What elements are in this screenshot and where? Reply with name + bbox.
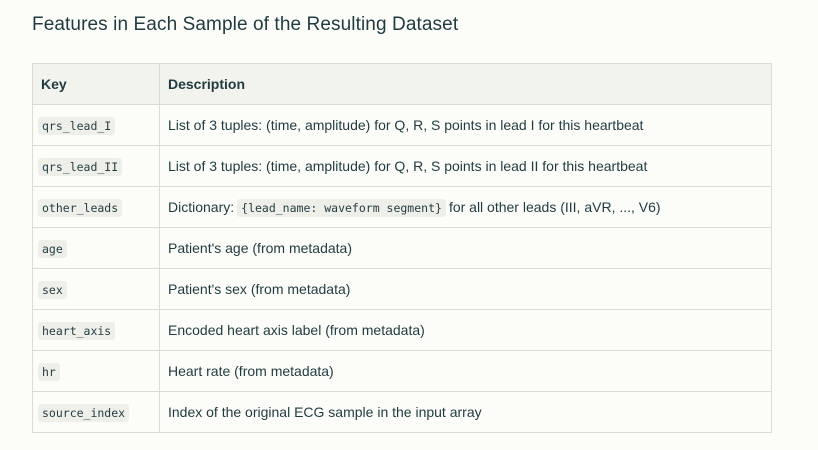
page-title: Features in Each Sample of the Resulting…	[32, 14, 459, 35]
key-code: source_index	[38, 404, 130, 422]
key-code: sex	[38, 281, 67, 299]
key-code: hr	[38, 363, 60, 381]
description-prefix: Dictionary:	[168, 199, 235, 215]
header-description: Description	[159, 63, 772, 105]
table-header-row: Key Description	[32, 63, 772, 105]
description-cell: Index of the original ECG sample in the …	[159, 391, 772, 433]
key-code: heart_axis	[38, 322, 116, 340]
key-cell: hr	[32, 350, 160, 392]
description-cell: Dictionary: {lead_name: waveform segment}…	[159, 186, 772, 228]
table-row: heart_axis Encoded heart axis label (fro…	[32, 309, 772, 351]
features-table: Key Description qrs_lead_I List of 3 tup…	[32, 63, 772, 433]
header-key: Key	[32, 63, 160, 105]
description-suffix: for all other leads (III, aVR, ..., V6)	[448, 199, 661, 215]
key-cell: source_index	[32, 391, 160, 433]
key-code: qrs_lead_I	[38, 117, 116, 135]
key-cell: other_leads	[32, 186, 160, 228]
table-row: sex Patient's sex (from metadata)	[32, 268, 772, 310]
table-row: other_leads Dictionary: {lead_name: wavef…	[32, 186, 772, 228]
key-code: age	[38, 240, 67, 258]
table-row: age Patient's age (from metadata)	[32, 227, 772, 269]
description-cell: List of 3 tuples: (time, amplitude) for …	[159, 104, 772, 146]
key-cell: age	[32, 227, 160, 269]
description-cell: List of 3 tuples: (time, amplitude) for …	[159, 145, 772, 187]
key-cell: heart_axis	[32, 309, 160, 351]
table-row: qrs_lead_I List of 3 tuples: (time, ampl…	[32, 104, 772, 146]
key-cell: qrs_lead_II	[32, 145, 160, 187]
key-cell: sex	[32, 268, 160, 310]
table-row: hr Heart rate (from metadata)	[32, 350, 772, 392]
description-cell: Encoded heart axis label (from metadata)	[159, 309, 772, 351]
key-code: other_leads	[38, 199, 123, 217]
table-row: qrs_lead_II List of 3 tuples: (time, amp…	[32, 145, 772, 187]
description-cell: Patient's age (from metadata)	[159, 227, 772, 269]
key-code: qrs_lead_II	[38, 158, 123, 176]
description-cell: Heart rate (from metadata)	[159, 350, 772, 392]
description-cell: Patient's sex (from metadata)	[159, 268, 772, 310]
table-row: source_index Index of the original ECG s…	[32, 391, 772, 433]
description-inline-code: {lead_name: waveform segment}	[237, 199, 446, 217]
key-cell: qrs_lead_I	[32, 104, 160, 146]
